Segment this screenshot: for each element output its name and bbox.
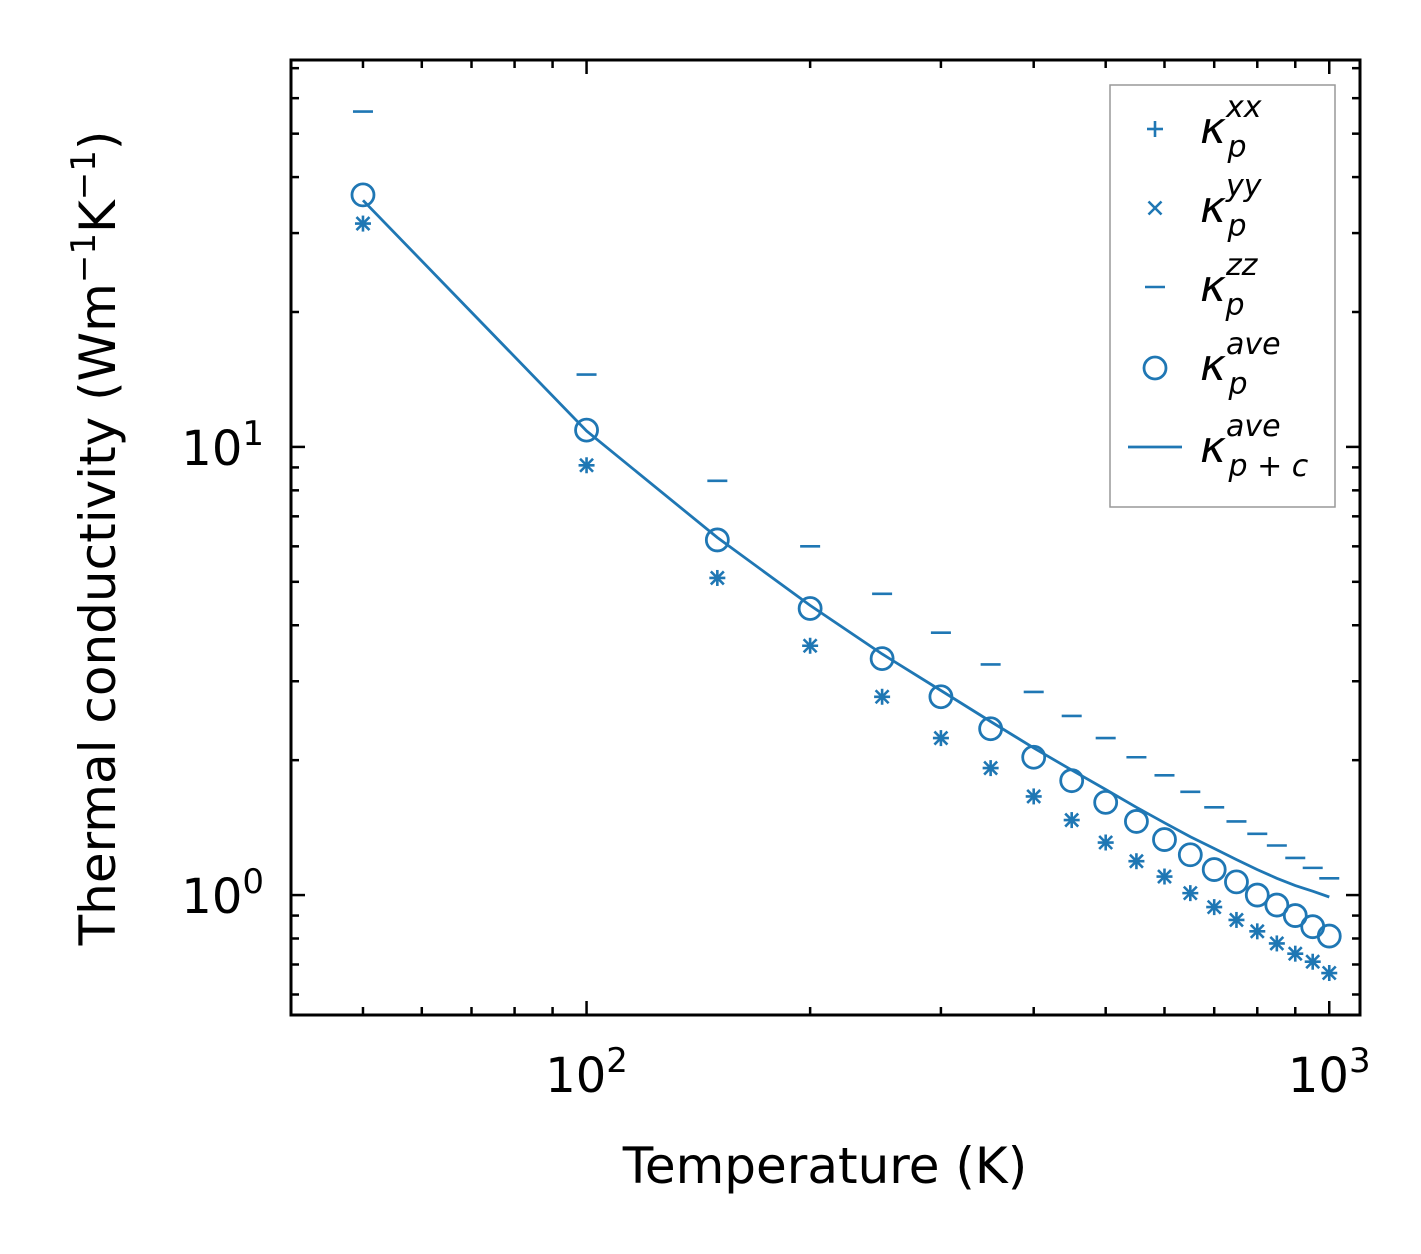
data-point-kappa_p_ave [1177,842,1203,868]
data-point-kappa_p_yy [1321,965,1337,981]
data-point-kappa_p_yy-d2 [1026,789,1042,804]
legend-label-pc-ave: κave p + c [1200,409,1309,484]
y-tick-label: 101 [181,414,264,477]
data-point-kappa_p_ave [869,646,895,672]
major-ticks [291,60,1360,1015]
legend-label-xx: κxx p [1200,90,1262,165]
x-axis-label: Temperature (K) [622,1137,1027,1195]
data-point-kappa_p_yy [1229,912,1244,928]
axes-frame [289,58,1362,1017]
data-point-kappa_p_yy [1269,936,1285,951]
series-kappa_p_zz [352,110,1340,880]
data-point-kappa_p_yy-d2 [355,216,371,232]
y-label-exp-1: −1 [64,233,104,283]
legend-markers [1128,121,1182,449]
data-point-kappa_p_ave [1282,903,1308,928]
data-point-kappa_p_ave [1224,869,1249,895]
series-kappa_pc_ave [361,199,1330,899]
data-point-kappa_p_yy [1157,869,1172,884]
data-point-kappa_p_yy [1098,835,1114,850]
data-point-kappa_p_yy [1064,812,1080,828]
legend-box [1109,84,1336,508]
y-tick-label: 100 [181,862,264,925]
svg-text:Thermal conductivity (Wm−1K−1): Thermal conductivity (Wm−1K−1) [64,131,127,947]
data-point-kappa_p_yy-d2 [1206,899,1222,915]
data-point-kappa_p_yy-d2 [1305,954,1321,970]
data-point-kappa_p_yy-d2 [579,457,594,473]
x-tick-label: 102 [545,1041,628,1104]
data-point-kappa_p_ave [1316,923,1342,949]
y-label-unit-k: K [69,199,127,233]
data-point-kappa_p_yy [355,216,371,232]
data-point-kappa_p_yy [1026,789,1042,804]
legend-label-zz: κzz p [1200,248,1259,323]
data-point-kappa_p_yy [802,638,818,654]
x-tick-label: 103 [1288,1041,1371,1104]
data-point-kappa_p_ave [1244,882,1270,908]
series-line-kappa_pc_ave [361,199,1330,899]
legend-marker-kappa_p_yy-d2 [1147,200,1163,216]
data-point-kappa_p_yy [1206,899,1222,915]
legend-marker-kappa_p_ave [1142,355,1168,381]
y-axis-label: Thermal conductivity (Wm−1K−1) [64,131,127,947]
data-point-kappa_p_yy-d2 [1182,885,1198,901]
data-point-kappa_p_yy-d2 [1064,812,1080,828]
legend: κxx p κyy p κzz p κave p κave p + c [1109,84,1336,508]
data-point-kappa_p_yy-d2 [1287,946,1303,962]
plot-area [350,110,1342,982]
legend-label-yy: κyy p [1200,169,1263,244]
data-point-kappa_p_yy-d2 [1321,965,1337,981]
data-point-kappa_p_ave [1264,892,1290,918]
data-point-kappa_p_ave [797,596,823,621]
data-point-kappa_p_yy [874,689,890,705]
data-point-kappa_p_yy [933,730,949,746]
series-kappa_p_yy [355,216,1337,981]
data-point-kappa_p_ave [1201,857,1227,882]
data-point-kappa_p_yy [709,570,725,586]
data-point-kappa_p_ave [350,182,376,208]
data-point-kappa_p_ave [574,417,599,443]
data-point-kappa_p_yy [1129,853,1144,869]
legend-marker-kappa_p_xx [1147,121,1163,137]
data-point-kappa_p_ave [704,527,730,553]
legend-label-ave: κave p [1200,327,1281,402]
data-point-kappa_p_yy-d2 [1129,853,1144,869]
data-point-kappa_p_yy-d2 [1098,835,1114,850]
data-point-kappa_p_ave [1152,827,1177,852]
data-point-kappa_p_yy [1182,885,1198,901]
data-point-kappa_p_yy-d2 [709,570,725,586]
data-point-kappa_p_yy [1305,954,1321,970]
tick-labels: 102 103 100 101 [181,414,1370,1104]
data-point-kappa_p_yy-d2 [1157,869,1172,884]
data-point-kappa_p_yy-d2 [802,638,818,654]
data-point-kappa_p_ave [1021,744,1047,770]
data-point-kappa_p_yy [1249,923,1265,939]
data-point-kappa_p_yy-d2 [1249,923,1265,939]
data-point-kappa_p_yy-d2 [1229,912,1244,928]
data-point-kappa_p_yy [983,760,999,776]
data-point-kappa_p_yy-d2 [874,689,890,705]
y-label-exp-2: −1 [64,150,104,200]
data-point-kappa_p_ave [1093,789,1119,815]
legend-marker-kappa_p_yy [1147,200,1163,216]
data-point-kappa_p_yy-d2 [933,730,949,746]
y-label-close: ) [69,131,127,151]
y-label-main: Thermal conductivity (Wm [69,283,127,946]
data-point-kappa_p_yy [579,457,594,473]
data-point-kappa_p_yy-d2 [1269,936,1285,951]
data-point-kappa_p_yy [1287,946,1303,962]
data-point-kappa_p_ave [1124,809,1149,834]
data-point-kappa_p_yy-d2 [983,760,999,776]
